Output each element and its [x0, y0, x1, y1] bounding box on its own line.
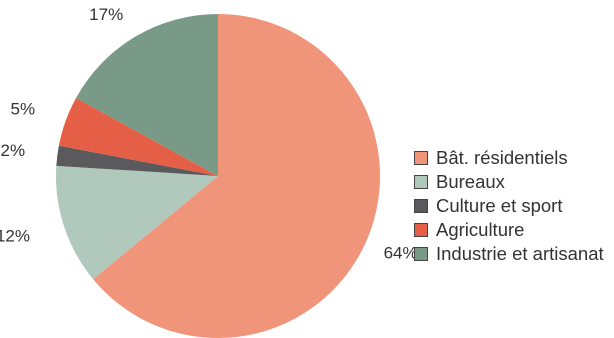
legend-label-industry: Industrie et artisanat: [436, 243, 604, 264]
pie-label-residential: 64%: [384, 243, 418, 262]
legend: Bât. résidentiels Bureaux Culture et spo…: [414, 146, 614, 266]
pie-label-industry: 17%: [89, 5, 123, 24]
legend-item-industry: Industrie et artisanat: [414, 242, 614, 266]
pie-label-agriculture: 5%: [11, 100, 36, 119]
legend-swatch-offices: [414, 175, 428, 189]
pie-slice-agriculture: [58, 97, 219, 176]
pie-label-offices: 12%: [0, 227, 30, 246]
legend-label-offices: Bureaux: [436, 171, 505, 192]
legend-item-agriculture: Agriculture: [414, 218, 614, 242]
pie-slices: [56, 14, 381, 338]
pie-label-culture-sport: 2%: [1, 141, 26, 160]
legend-item-offices: Bureaux: [414, 170, 614, 194]
legend-item-residential: Bât. résidentiels: [414, 146, 614, 170]
legend-swatch-industry: [414, 247, 428, 261]
legend-label-residential: Bât. résidentiels: [436, 147, 568, 168]
legend-swatch-culture-sport: [414, 199, 428, 213]
pie-slice-culture-sport: [56, 145, 218, 176]
pie-slice-industry: [76, 14, 218, 176]
pie-slice-offices: [56, 165, 218, 280]
legend-label-culture-sport: Culture et sport: [436, 195, 563, 216]
legend-swatch-residential: [414, 151, 428, 165]
legend-label-agriculture: Agriculture: [436, 219, 525, 240]
pie-slice-residential: [93, 14, 381, 338]
pie-value-labels: 64% 12% 2% 5% 17%: [0, 5, 418, 262]
legend-item-culture-sport: Culture et sport: [414, 194, 614, 218]
legend-swatch-agriculture: [414, 223, 428, 237]
